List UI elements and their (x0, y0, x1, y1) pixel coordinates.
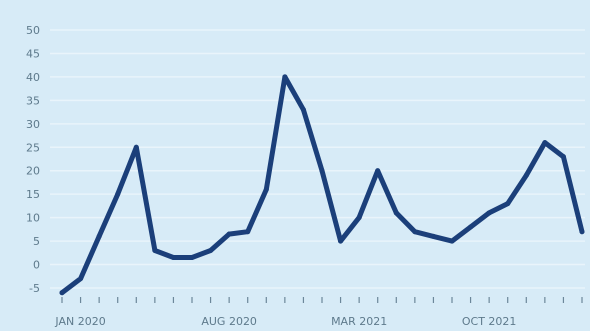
data-point (115, 191, 121, 197)
data-point (78, 276, 84, 282)
data-point (430, 233, 436, 239)
data-point (338, 238, 344, 244)
y-tick-label: 5 (33, 235, 40, 248)
data-point (449, 238, 455, 244)
series-line (59, 74, 585, 296)
data-point (542, 140, 548, 146)
data-point (579, 229, 585, 235)
data-point (468, 224, 474, 230)
y-tick-label: -5 (29, 282, 40, 295)
y-tick-label: 35 (26, 94, 40, 107)
x-tick-label: OCT 2021 (462, 315, 517, 328)
y-tick-label: 15 (26, 188, 40, 201)
data-point (356, 215, 362, 221)
y-tick-label: 40 (26, 71, 40, 84)
data-point (245, 229, 251, 235)
data-point (523, 172, 529, 178)
data-point (133, 144, 139, 150)
x-tick-label: AUG 2020 (201, 315, 257, 328)
y-tick-label: 20 (26, 165, 40, 178)
data-point (226, 231, 232, 237)
y-tick-label: 30 (26, 118, 40, 131)
data-point (59, 290, 65, 296)
y-tick-label: 10 (26, 212, 40, 225)
data-point (189, 255, 195, 261)
series-layer (59, 74, 585, 296)
x-axis: JAN 2020 AUG 2020 MAR 2021 OCT 2021 (54, 297, 583, 328)
data-point (152, 247, 158, 253)
data-point (375, 168, 381, 174)
data-point (486, 210, 492, 216)
y-tick-label: 50 (26, 24, 40, 37)
data-point (505, 201, 511, 207)
data-point (282, 74, 288, 80)
y-axis: -5 0 5 10 15 20 25 30 35 40 45 50 (26, 24, 40, 295)
data-point (300, 107, 306, 113)
data-point (560, 154, 566, 160)
data-point (208, 247, 214, 253)
data-point (96, 233, 102, 239)
data-point (393, 210, 399, 216)
x-tick-label: MAR 2021 (331, 315, 387, 328)
y-tick-label: 45 (26, 47, 40, 60)
y-tick-label: 0 (33, 259, 40, 272)
data-point (263, 186, 269, 192)
y-tick-label: 25 (26, 141, 40, 154)
data-point (170, 255, 176, 261)
data-point (412, 229, 418, 235)
x-tick-label: JAN 2020 (54, 315, 105, 328)
data-point (319, 168, 325, 174)
